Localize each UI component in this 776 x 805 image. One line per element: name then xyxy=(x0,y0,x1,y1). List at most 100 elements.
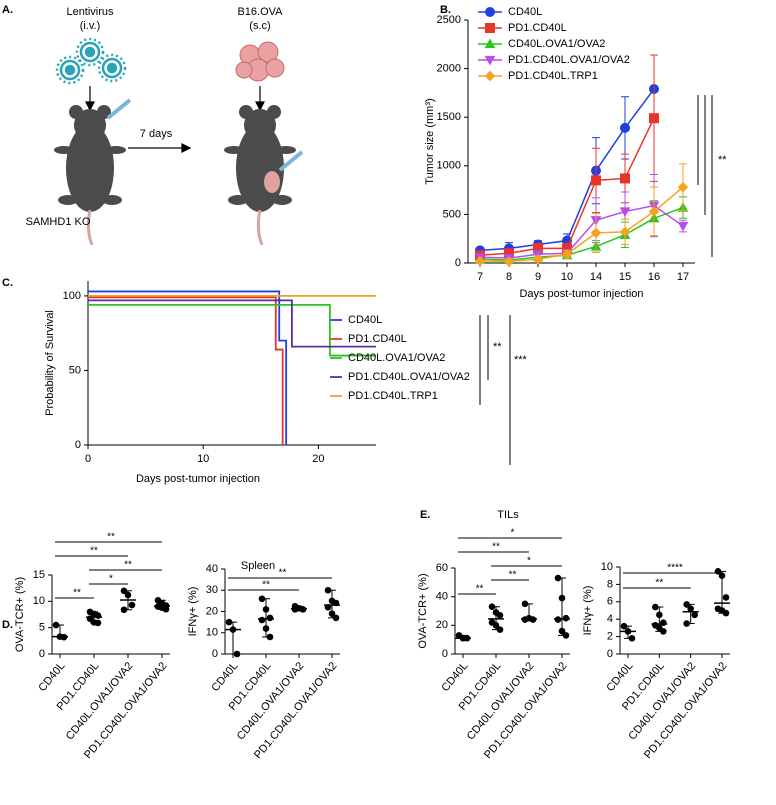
dot xyxy=(299,606,307,613)
dot xyxy=(94,619,102,627)
dot xyxy=(266,614,274,622)
x-tick-label: 0 xyxy=(85,453,91,465)
dot xyxy=(262,606,270,613)
y-tick-label: 30 xyxy=(206,584,218,596)
significance-label: ** xyxy=(262,580,270,591)
legend-label: CD40L.OVA1/OVA2 xyxy=(348,352,445,364)
dot xyxy=(94,612,102,619)
significance-label: **** xyxy=(667,563,683,574)
mouse-right xyxy=(224,105,296,246)
y-tick-label: 8 xyxy=(607,578,613,590)
y-tick-label: 40 xyxy=(436,591,448,603)
panel-a-illustration xyxy=(54,37,304,246)
significance-label: * xyxy=(511,528,515,539)
x-axis-label: Days post-tumor injection xyxy=(136,473,260,485)
x-tick-label: 20 xyxy=(312,453,324,465)
dot xyxy=(229,626,237,633)
dot xyxy=(660,619,667,626)
panel-label: A. xyxy=(2,4,13,16)
y-tick-label: 6 xyxy=(607,596,613,608)
legend-label: PD1.CD40L xyxy=(508,22,567,34)
y-tick-label: 10 xyxy=(206,627,218,639)
y-axis-label: IFNγ+ (%) xyxy=(187,587,199,637)
dot xyxy=(324,586,332,594)
significance-label: ** xyxy=(493,341,502,353)
y-axis-label: OVA-TCR+ (%) xyxy=(14,577,26,652)
y-tick-label: 50 xyxy=(69,364,81,376)
dot xyxy=(120,606,128,614)
dot xyxy=(60,633,68,641)
x-tick-label: CD40L xyxy=(209,660,240,694)
y-axis-label: IFNγ+ (%) xyxy=(582,586,594,636)
point xyxy=(485,23,495,33)
dot xyxy=(291,606,299,613)
legend-label: CD40L xyxy=(348,314,382,326)
panel-label: C. xyxy=(2,277,13,289)
significance-label: ** xyxy=(124,560,132,571)
y-tick-label: 4 xyxy=(607,613,613,625)
x-tick-label: 16 xyxy=(648,271,660,283)
y-tick-label: 15 xyxy=(33,569,45,581)
strain-label: SAMHD1 KO xyxy=(26,216,91,228)
y-axis-label: Tumor size (mm³) xyxy=(424,98,436,184)
dot xyxy=(554,574,562,582)
survival-curve xyxy=(88,299,376,348)
dot xyxy=(332,599,340,607)
dot xyxy=(554,616,562,623)
legend-label: PD1.CD40L.OVA1/OVA2 xyxy=(348,371,470,383)
y-tick-label: 10 xyxy=(33,595,45,607)
point xyxy=(590,227,602,239)
dot xyxy=(562,632,570,639)
y-axis-label: Probability of Survival xyxy=(44,310,56,416)
dot xyxy=(488,603,496,610)
syringes xyxy=(106,98,304,172)
range-whisker xyxy=(558,577,566,636)
dot xyxy=(722,594,730,601)
y-tick-label: 0 xyxy=(607,648,613,660)
point xyxy=(620,122,630,133)
dot xyxy=(656,611,663,619)
point xyxy=(648,206,660,217)
y-tick-label: 2 xyxy=(607,631,613,643)
tumor-cells xyxy=(235,41,285,82)
dot xyxy=(258,595,266,603)
dot xyxy=(262,625,270,632)
y-tick-label: 500 xyxy=(443,208,461,220)
x-tick-label: 8 xyxy=(506,271,512,283)
point xyxy=(620,173,630,184)
point xyxy=(677,181,689,193)
dot xyxy=(558,627,566,635)
series-line xyxy=(479,204,684,259)
y-tick-label: 2500 xyxy=(437,14,461,26)
legend-label: CD40L xyxy=(508,6,542,18)
significance-label: ** xyxy=(492,542,500,553)
dot xyxy=(529,616,537,623)
significance-label: ** xyxy=(718,154,727,166)
y-tick-label: 0 xyxy=(442,648,448,660)
y-tick-label: 1000 xyxy=(437,160,461,172)
significance-label: * xyxy=(527,556,531,567)
x-tick-label: CD40L xyxy=(439,660,470,694)
panel-title: TILs xyxy=(497,509,519,521)
dot xyxy=(52,621,60,629)
y-tick-label: 40 xyxy=(206,563,218,575)
panel-label: B. xyxy=(440,4,451,16)
significance-label: ** xyxy=(107,532,115,543)
y-tick-label: 60 xyxy=(436,562,448,574)
y-tick-label: 20 xyxy=(206,605,218,617)
dot xyxy=(124,591,132,599)
dot xyxy=(687,605,694,613)
y-tick-label: 2000 xyxy=(437,63,461,75)
tumor-label: B16.OVA xyxy=(237,6,283,18)
point xyxy=(532,253,544,265)
dot xyxy=(558,594,566,602)
x-tick-label: CD40L xyxy=(36,660,67,694)
point xyxy=(474,255,486,267)
x-tick-label: 14 xyxy=(590,271,602,283)
dot xyxy=(120,587,128,595)
dot xyxy=(660,628,667,635)
x-tick-label: 9 xyxy=(535,271,541,283)
x-tick-label: 10 xyxy=(197,453,209,465)
dot xyxy=(266,633,274,641)
